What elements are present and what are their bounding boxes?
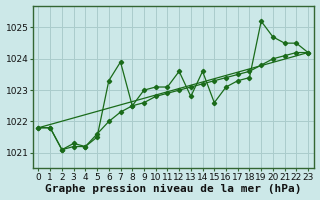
X-axis label: Graphe pression niveau de la mer (hPa): Graphe pression niveau de la mer (hPa): [45, 184, 301, 194]
